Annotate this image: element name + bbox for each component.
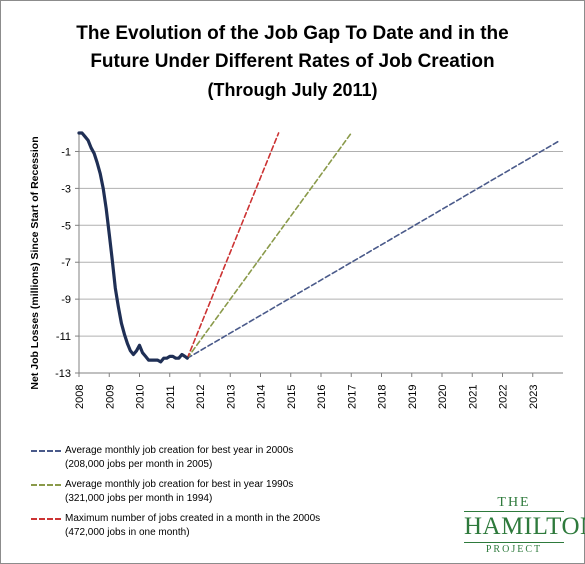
chart-title-line-2: Future Under Different Rates of Job Crea… <box>90 51 495 72</box>
legend: Average monthly job creation for best ye… <box>29 444 389 546</box>
chart-title: The Evolution of the Job Gap To Date and… <box>0 20 585 104</box>
x-tick-label: 2017 <box>346 385 358 409</box>
y-tick-label: -7 <box>61 257 71 269</box>
legend-sublabel: (472,000 jobs in one month) <box>65 527 190 538</box>
legend-sublabel: (208,000 jobs per month in 2005) <box>65 459 213 470</box>
y-tick-label: -13 <box>55 368 71 380</box>
y-tick-label: -11 <box>56 331 71 343</box>
series-layer <box>77 131 561 364</box>
x-tick-label: 2023 <box>528 385 540 409</box>
legend-swatch <box>31 484 61 486</box>
logo-top-text: THE <box>497 495 531 510</box>
y-tick-label: -9 <box>61 294 71 306</box>
x-tick-label: 2015 <box>286 385 298 409</box>
x-tick-label: 2013 <box>225 385 237 409</box>
chart-subtitle: (Through July 2011) <box>207 80 378 100</box>
legend-sublabel: (321,000 jobs per month in 1994) <box>65 493 213 504</box>
series-1990s-best-year-line <box>186 132 353 360</box>
x-tick-label: 2018 <box>377 385 389 409</box>
series-2000s-best-year-line <box>186 139 561 360</box>
y-tick-label: -3 <box>61 183 71 195</box>
legend-swatch <box>31 518 61 520</box>
legend-label: Average monthly job creation for best ye… <box>65 445 294 456</box>
series-max-month-line <box>186 132 280 360</box>
legend-item-max-month: Maximum number of jobs created in a mont… <box>29 512 389 540</box>
x-tick-label: 2016 <box>316 385 328 409</box>
legend-label: Average monthly job creation for best in… <box>65 479 294 490</box>
legend-label: Maximum number of jobs created in a mont… <box>65 513 321 524</box>
x-tick-label: 2014 <box>256 385 268 409</box>
legend-item-1990s-best-year: Average monthly job creation for best in… <box>29 478 389 506</box>
grid-layer <box>79 150 563 374</box>
x-tick-label: 2009 <box>104 385 116 409</box>
legend-swatch <box>31 450 61 452</box>
y-tick-label: -1 <box>61 146 71 158</box>
x-tick-label: 2010 <box>135 385 147 409</box>
x-tick-label: 2008 <box>74 385 86 409</box>
y-tick-label: -5 <box>61 220 71 232</box>
x-tick-label: 2011 <box>165 385 177 409</box>
y-axis-label: Net Job Losses (millions) Since Start of… <box>29 136 41 389</box>
x-tick-label: 2019 <box>407 385 419 409</box>
x-tick-label: 2012 <box>195 385 207 409</box>
x-tick-label: 2020 <box>437 385 449 409</box>
legend-item-2000s-best-year: Average monthly job creation for best ye… <box>29 444 389 472</box>
x-tick-label: 2022 <box>498 385 510 409</box>
series-actual-line <box>77 131 189 364</box>
logo-main-text: HAMILTON <box>464 511 585 543</box>
hamilton-project-logo: THE HAMILTON PROJECT <box>464 495 585 557</box>
x-tick-label: 2021 <box>467 385 479 409</box>
logo-bottom-text: PROJECT <box>485 544 543 555</box>
chart-title-line-1: The Evolution of the Job Gap To Date and… <box>76 23 509 44</box>
